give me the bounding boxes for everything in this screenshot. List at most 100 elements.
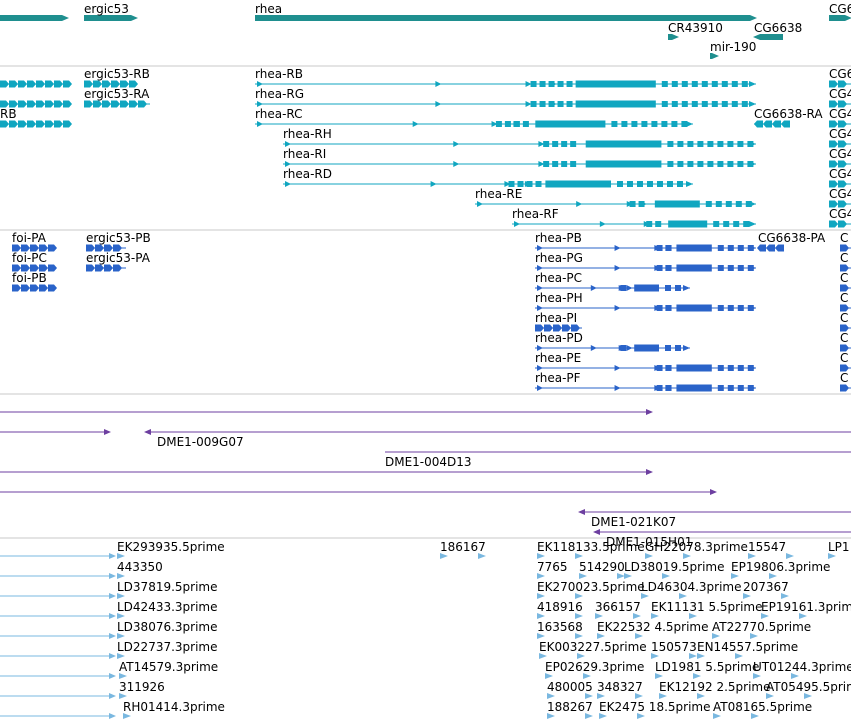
feature-cg6[interactable]: CG6 [829, 2, 851, 21]
feature-en14557-5prime[interactable]: EN14557.5prime [697, 640, 798, 659]
feature-dme1-004d13[interactable]: DME1-004D13 [385, 451, 851, 469]
feature-418916[interactable]: 418916 [537, 600, 583, 619]
feature-cg4[interactable]: CG4 [829, 187, 851, 208]
feature-348327[interactable]: 348327 [597, 680, 643, 699]
feature-163568[interactable]: 163568 [537, 620, 583, 639]
feature-cg6[interactable]: CG6 [829, 67, 851, 88]
feature-rhea-rh[interactable]: rhea-RH [283, 127, 756, 148]
feature-311926[interactable]: 311926 [119, 680, 165, 699]
feature-rhea-pb[interactable]: rhea-PB [535, 231, 756, 252]
feature-unlabeled[interactable] [0, 653, 116, 659]
feature-ep19161-3prime[interactable]: EP19161.3prime [761, 600, 851, 619]
feature-ergic53-rb[interactable]: ergic53-RB [84, 67, 150, 88]
feature-lp1[interactable]: LP1 [828, 540, 850, 559]
feature-unlabeled[interactable] [0, 613, 116, 619]
feature-dme1-015h01[interactable]: DME1-015H01 [593, 529, 851, 549]
feature-at22770-5prime[interactable]: AT22770.5prime [712, 620, 811, 639]
feature-rhea-pd[interactable]: rhea-PD [535, 331, 690, 352]
feature-rhea-pf[interactable]: rhea-PF [535, 371, 756, 392]
feature-unlabeled[interactable] [0, 633, 116, 639]
feature-ld22737-3prime[interactable]: LD22737.3prime [117, 640, 218, 659]
feature-cg6638[interactable]: CG6638 [753, 21, 802, 40]
feature-443350[interactable]: 443350 [117, 560, 163, 579]
feature-rhea-ri[interactable]: rhea-RI [283, 147, 756, 168]
feature-unlabeled[interactable] [0, 693, 116, 699]
feature-cg4[interactable]: CG4 [829, 87, 851, 108]
feature-rhea-re[interactable]: rhea-RE [475, 187, 756, 208]
feature-ergic53[interactable]: ergic53 [84, 2, 138, 21]
feature-unlabeled[interactable] [0, 713, 116, 719]
feature-ergic53-pa[interactable]: ergic53-PA [86, 251, 151, 272]
feature-ut01244-3prime[interactable]: UT01244.3prime [753, 660, 851, 679]
feature-514290[interactable]: 514290 [579, 560, 625, 579]
feature-rhea-ph[interactable]: rhea-PH [535, 291, 756, 312]
feature-unlabeled[interactable] [0, 469, 653, 475]
feature-c[interactable]: C [840, 231, 851, 252]
feature-ld38019-5prime[interactable]: LD38019.5prime [624, 560, 725, 579]
feature-rhea-pc[interactable]: rhea-PC [535, 271, 690, 292]
feature-rhea-pi[interactable]: rhea-PI [535, 311, 582, 332]
feature-480005[interactable]: 480005 [547, 680, 593, 699]
feature-mir-190[interactable]: mir-190 [710, 40, 756, 59]
feature-unlabeled[interactable] [0, 573, 116, 579]
feature-unlabeled[interactable] [0, 553, 116, 559]
feature-ergic53-pb[interactable]: ergic53-PB [86, 231, 151, 252]
feature-ep02629-3prime[interactable]: EP02629.3prime [545, 660, 644, 679]
feature-foi-pa[interactable]: foi-PA [12, 231, 57, 252]
feature-ld42433-3prime[interactable]: LD42433.3prime [117, 600, 218, 619]
feature-unlabeled[interactable] [0, 409, 653, 415]
feature-150573[interactable]: 150573 [651, 640, 697, 659]
feature-c[interactable]: C [840, 291, 851, 312]
feature-rhea[interactable]: rhea [255, 2, 757, 21]
feature-rh01414-3prime[interactable]: RH01414.3prime [123, 700, 225, 719]
feature-rb[interactable]: RB [0, 107, 72, 128]
feature-foi-pb[interactable]: foi-PB [12, 271, 57, 292]
feature-ek12192-2-5prime[interactable]: EK12192 2.5prime [659, 680, 770, 699]
feature-ep19806-3prime[interactable]: EP19806.3prime [731, 560, 830, 579]
feature-foi-pc[interactable]: foi-PC [12, 251, 57, 272]
feature-cg6638-pa[interactable]: CG6638-PA [757, 231, 826, 252]
feature-unlabeled[interactable] [0, 673, 116, 679]
feature-unlabeled[interactable] [0, 429, 111, 435]
feature-rhea-rf[interactable]: rhea-RF [512, 207, 756, 228]
feature-ld38076-3prime[interactable]: LD38076.3prime [117, 620, 218, 639]
feature-7765[interactable]: 7765 [537, 560, 568, 579]
feature-ek2475-18-5prime[interactable]: EK2475 18.5prime [599, 700, 710, 719]
feature-ld37819-5prime[interactable]: LD37819.5prime [117, 580, 218, 599]
feature-ergic53-ra[interactable]: ergic53-RA [84, 87, 150, 108]
feature-at05495-5prime[interactable]: AT05495.5prime [766, 680, 851, 699]
feature-ld46304-3prime[interactable]: LD46304.3prime [641, 580, 742, 599]
feature-15547[interactable]: 15547 [748, 540, 794, 559]
feature-188267[interactable]: 188267 [547, 700, 593, 719]
feature-cg4[interactable]: CG4 [829, 107, 851, 128]
feature-unlabeled[interactable] [0, 100, 72, 108]
feature-ek270023-5prime[interactable]: EK270023.5prime [537, 580, 645, 599]
feature-c[interactable]: C [840, 311, 851, 332]
feature-rhea-rb[interactable]: rhea-RB [255, 67, 756, 88]
feature-c[interactable]: C [840, 371, 851, 392]
feature-cg6638-ra[interactable]: CG6638-RA [754, 107, 823, 128]
feature-cg4[interactable]: CG4 [829, 147, 851, 168]
feature-gh22078-3prime[interactable]: GH22078.3prime [645, 540, 748, 559]
feature-rhea-rg[interactable]: rhea-RG [255, 87, 756, 108]
feature-rhea-pe[interactable]: rhea-PE [535, 351, 756, 372]
feature-dme1-021k07[interactable]: DME1-021K07 [578, 509, 851, 529]
feature-rhea-pg[interactable]: rhea-PG [535, 251, 756, 272]
feature-ek293935-5prime[interactable]: EK293935.5prime [117, 540, 225, 559]
feature-unlabeled[interactable] [0, 15, 69, 21]
feature-rhea-rc[interactable]: rhea-RC [255, 107, 693, 128]
feature-c[interactable]: C [840, 271, 851, 292]
feature-cg4[interactable]: CG4 [829, 207, 851, 228]
feature-ld1981-5-5prime[interactable]: LD1981 5.5prime [655, 660, 759, 679]
feature-at14579-3prime[interactable]: AT14579.3prime [119, 660, 218, 679]
feature-207367[interactable]: 207367 [743, 580, 789, 599]
feature-rhea-rd[interactable]: rhea-RD [283, 167, 693, 188]
feature-c[interactable]: C [840, 351, 851, 372]
feature-ek22532-4-5prime[interactable]: EK22532 4.5prime [597, 620, 708, 639]
feature-ek118133-5prime[interactable]: EK118133.5prime [537, 540, 645, 559]
feature-366157[interactable]: 366157 [595, 600, 641, 619]
feature-cg4[interactable]: CG4 [829, 127, 851, 148]
feature-unlabeled[interactable] [0, 593, 116, 599]
feature-unlabeled[interactable] [0, 489, 717, 495]
feature-186167[interactable]: 186167 [440, 540, 486, 559]
